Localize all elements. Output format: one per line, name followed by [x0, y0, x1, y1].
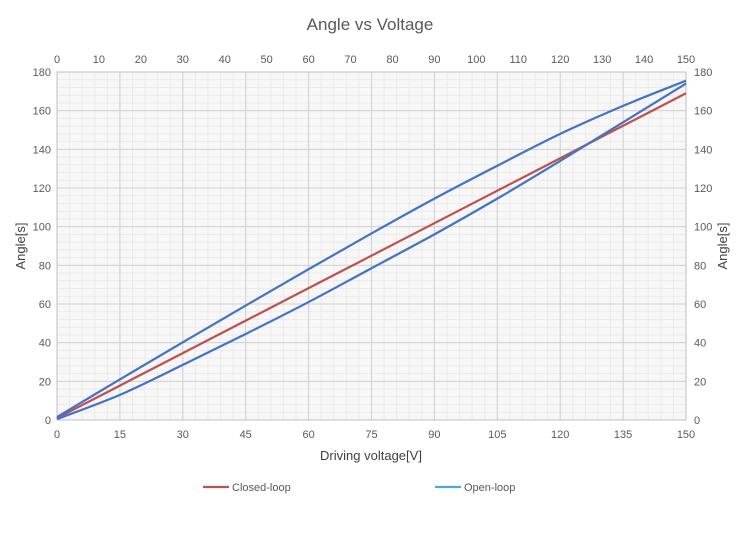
y-tick-label-left: 20 — [39, 376, 51, 388]
x-tick-label-top: 120 — [551, 54, 569, 66]
x-tick-label-top: 50 — [261, 54, 273, 66]
x-tick-label-bottom: 0 — [54, 429, 60, 441]
x-tick-label-top: 60 — [302, 54, 314, 66]
legend-label: Closed-loop — [232, 482, 291, 494]
y-tick-label-right: 20 — [694, 376, 706, 388]
x-tick-label-bottom: 90 — [428, 429, 440, 441]
y-tick-label-left: 60 — [39, 299, 51, 311]
y-tick-label-right: 0 — [694, 415, 700, 427]
y-tick-label-right: 40 — [694, 338, 706, 350]
x-tick-label-top: 150 — [677, 54, 695, 66]
x-tick-label-bottom: 105 — [488, 429, 506, 441]
plot-area-frame — [56, 71, 687, 421]
x-tick-label-bottom: 60 — [302, 429, 314, 441]
x-tick-label-top: 10 — [93, 54, 105, 66]
x-tick-label-bottom: 150 — [677, 429, 695, 441]
y-tick-label-left: 80 — [39, 260, 51, 272]
x-tick-label-top: 100 — [467, 54, 485, 66]
x-tick-label-top: 40 — [219, 54, 231, 66]
y-tick-label-left: 0 — [45, 415, 51, 427]
y-tick-label-left: 180 — [33, 67, 51, 79]
y-tick-label-right: 60 — [694, 299, 706, 311]
x-tick-label-top: 70 — [344, 54, 356, 66]
legend: Closed-loop Open-loop — [203, 482, 515, 494]
x-tick-label-bottom: 120 — [551, 429, 569, 441]
x-tick-label-bottom: 45 — [240, 429, 252, 441]
x-tick-label-bottom: 30 — [177, 429, 189, 441]
x-tick-label-top: 20 — [135, 54, 147, 66]
series-line-2 — [56, 79, 687, 419]
y-tick-label-left: 120 — [33, 183, 51, 195]
x-tick-label-top: 30 — [177, 54, 189, 66]
y-tick-label-right: 140 — [694, 144, 712, 156]
y-tick-label-left: 160 — [33, 106, 51, 118]
x-tick-label-top: 110 — [509, 54, 527, 66]
chart-title: Angle vs Voltage — [307, 15, 434, 34]
y-tick-label-right: 100 — [694, 222, 712, 234]
y-tick-label-right: 180 — [694, 67, 712, 79]
y-tick-label-left: 100 — [33, 222, 51, 234]
x-tick-label-top: 140 — [635, 54, 653, 66]
y-tick-label-right: 120 — [694, 183, 712, 195]
series-layer — [56, 79, 687, 421]
y-tick-label-right: 80 — [694, 260, 706, 272]
y-axis-label-right: Angle[s] — [715, 223, 730, 270]
x-tick-label-bottom: 135 — [614, 429, 632, 441]
y-tick-label-left: 140 — [33, 144, 51, 156]
grid — [56, 71, 687, 421]
legend-label: Open-loop — [464, 482, 515, 494]
x-tick-label-top: 0 — [54, 54, 60, 66]
series-line-3 — [56, 82, 687, 421]
y-axis-label-left: Angle[s] — [13, 223, 28, 270]
y-tick-label-right: 160 — [694, 106, 712, 118]
x-tick-label-bottom: 15 — [114, 429, 126, 441]
x-tick-label-top: 80 — [386, 54, 398, 66]
x-axis-label: Driving voltage[V] — [320, 448, 422, 463]
x-tick-label-top: 130 — [593, 54, 611, 66]
y-tick-label-left: 40 — [39, 338, 51, 350]
x-tick-label-bottom: 75 — [365, 429, 377, 441]
x-tick-label-top: 90 — [428, 54, 440, 66]
